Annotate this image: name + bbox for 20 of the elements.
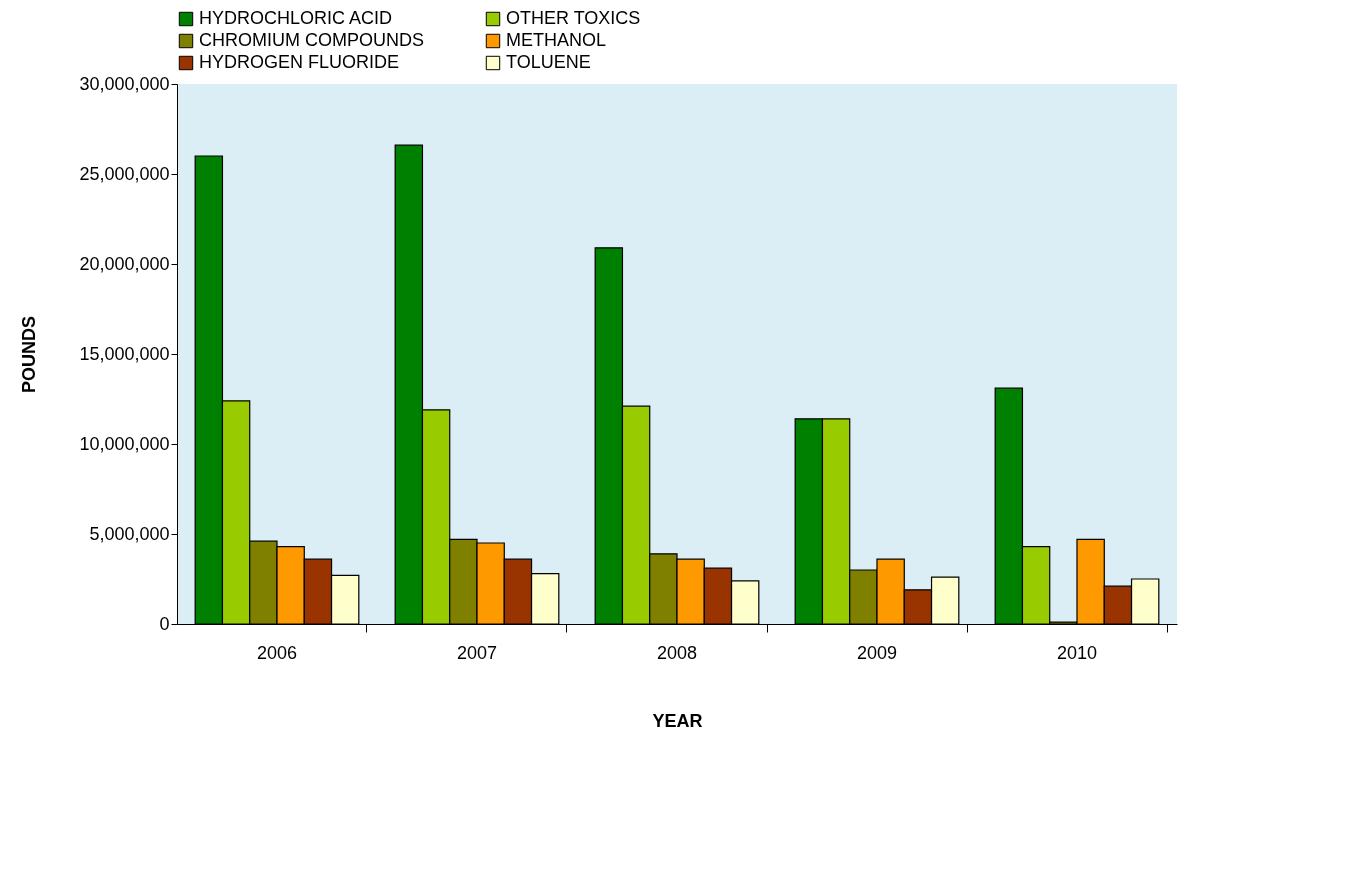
y-tick-label: 30,000,000 bbox=[79, 73, 170, 94]
x-tick-label: 2010 bbox=[1056, 642, 1098, 663]
y-tick-label: 25,000,000 bbox=[79, 163, 170, 184]
x-tick-label: 2008 bbox=[656, 642, 698, 663]
legend-label: HYDROGEN FLUORIDE bbox=[199, 52, 400, 72]
y-tick-label: 10,000,000 bbox=[79, 433, 170, 454]
legend-label: HYDROCHLORIC ACID bbox=[199, 8, 393, 28]
y-tick-label: 20,000,000 bbox=[79, 253, 170, 274]
legend-label: TOLUENE bbox=[506, 52, 591, 72]
legend-label: CHROMIUM COMPOUNDS bbox=[199, 30, 424, 50]
x-axis-title: YEAR bbox=[652, 710, 703, 731]
legend-label: OTHER TOXICS bbox=[506, 8, 641, 28]
y-axis-title: POUNDS bbox=[19, 315, 40, 394]
x-tick-label: 2007 bbox=[456, 642, 498, 663]
x-tick-label: 2006 bbox=[256, 642, 298, 663]
y-tick-label: 0 bbox=[159, 613, 170, 634]
y-tick-label: 15,000,000 bbox=[79, 343, 170, 364]
legend-label: METHANOL bbox=[506, 30, 607, 50]
x-tick-label: 2009 bbox=[856, 642, 898, 663]
y-tick-label: 5,000,000 bbox=[89, 523, 170, 544]
